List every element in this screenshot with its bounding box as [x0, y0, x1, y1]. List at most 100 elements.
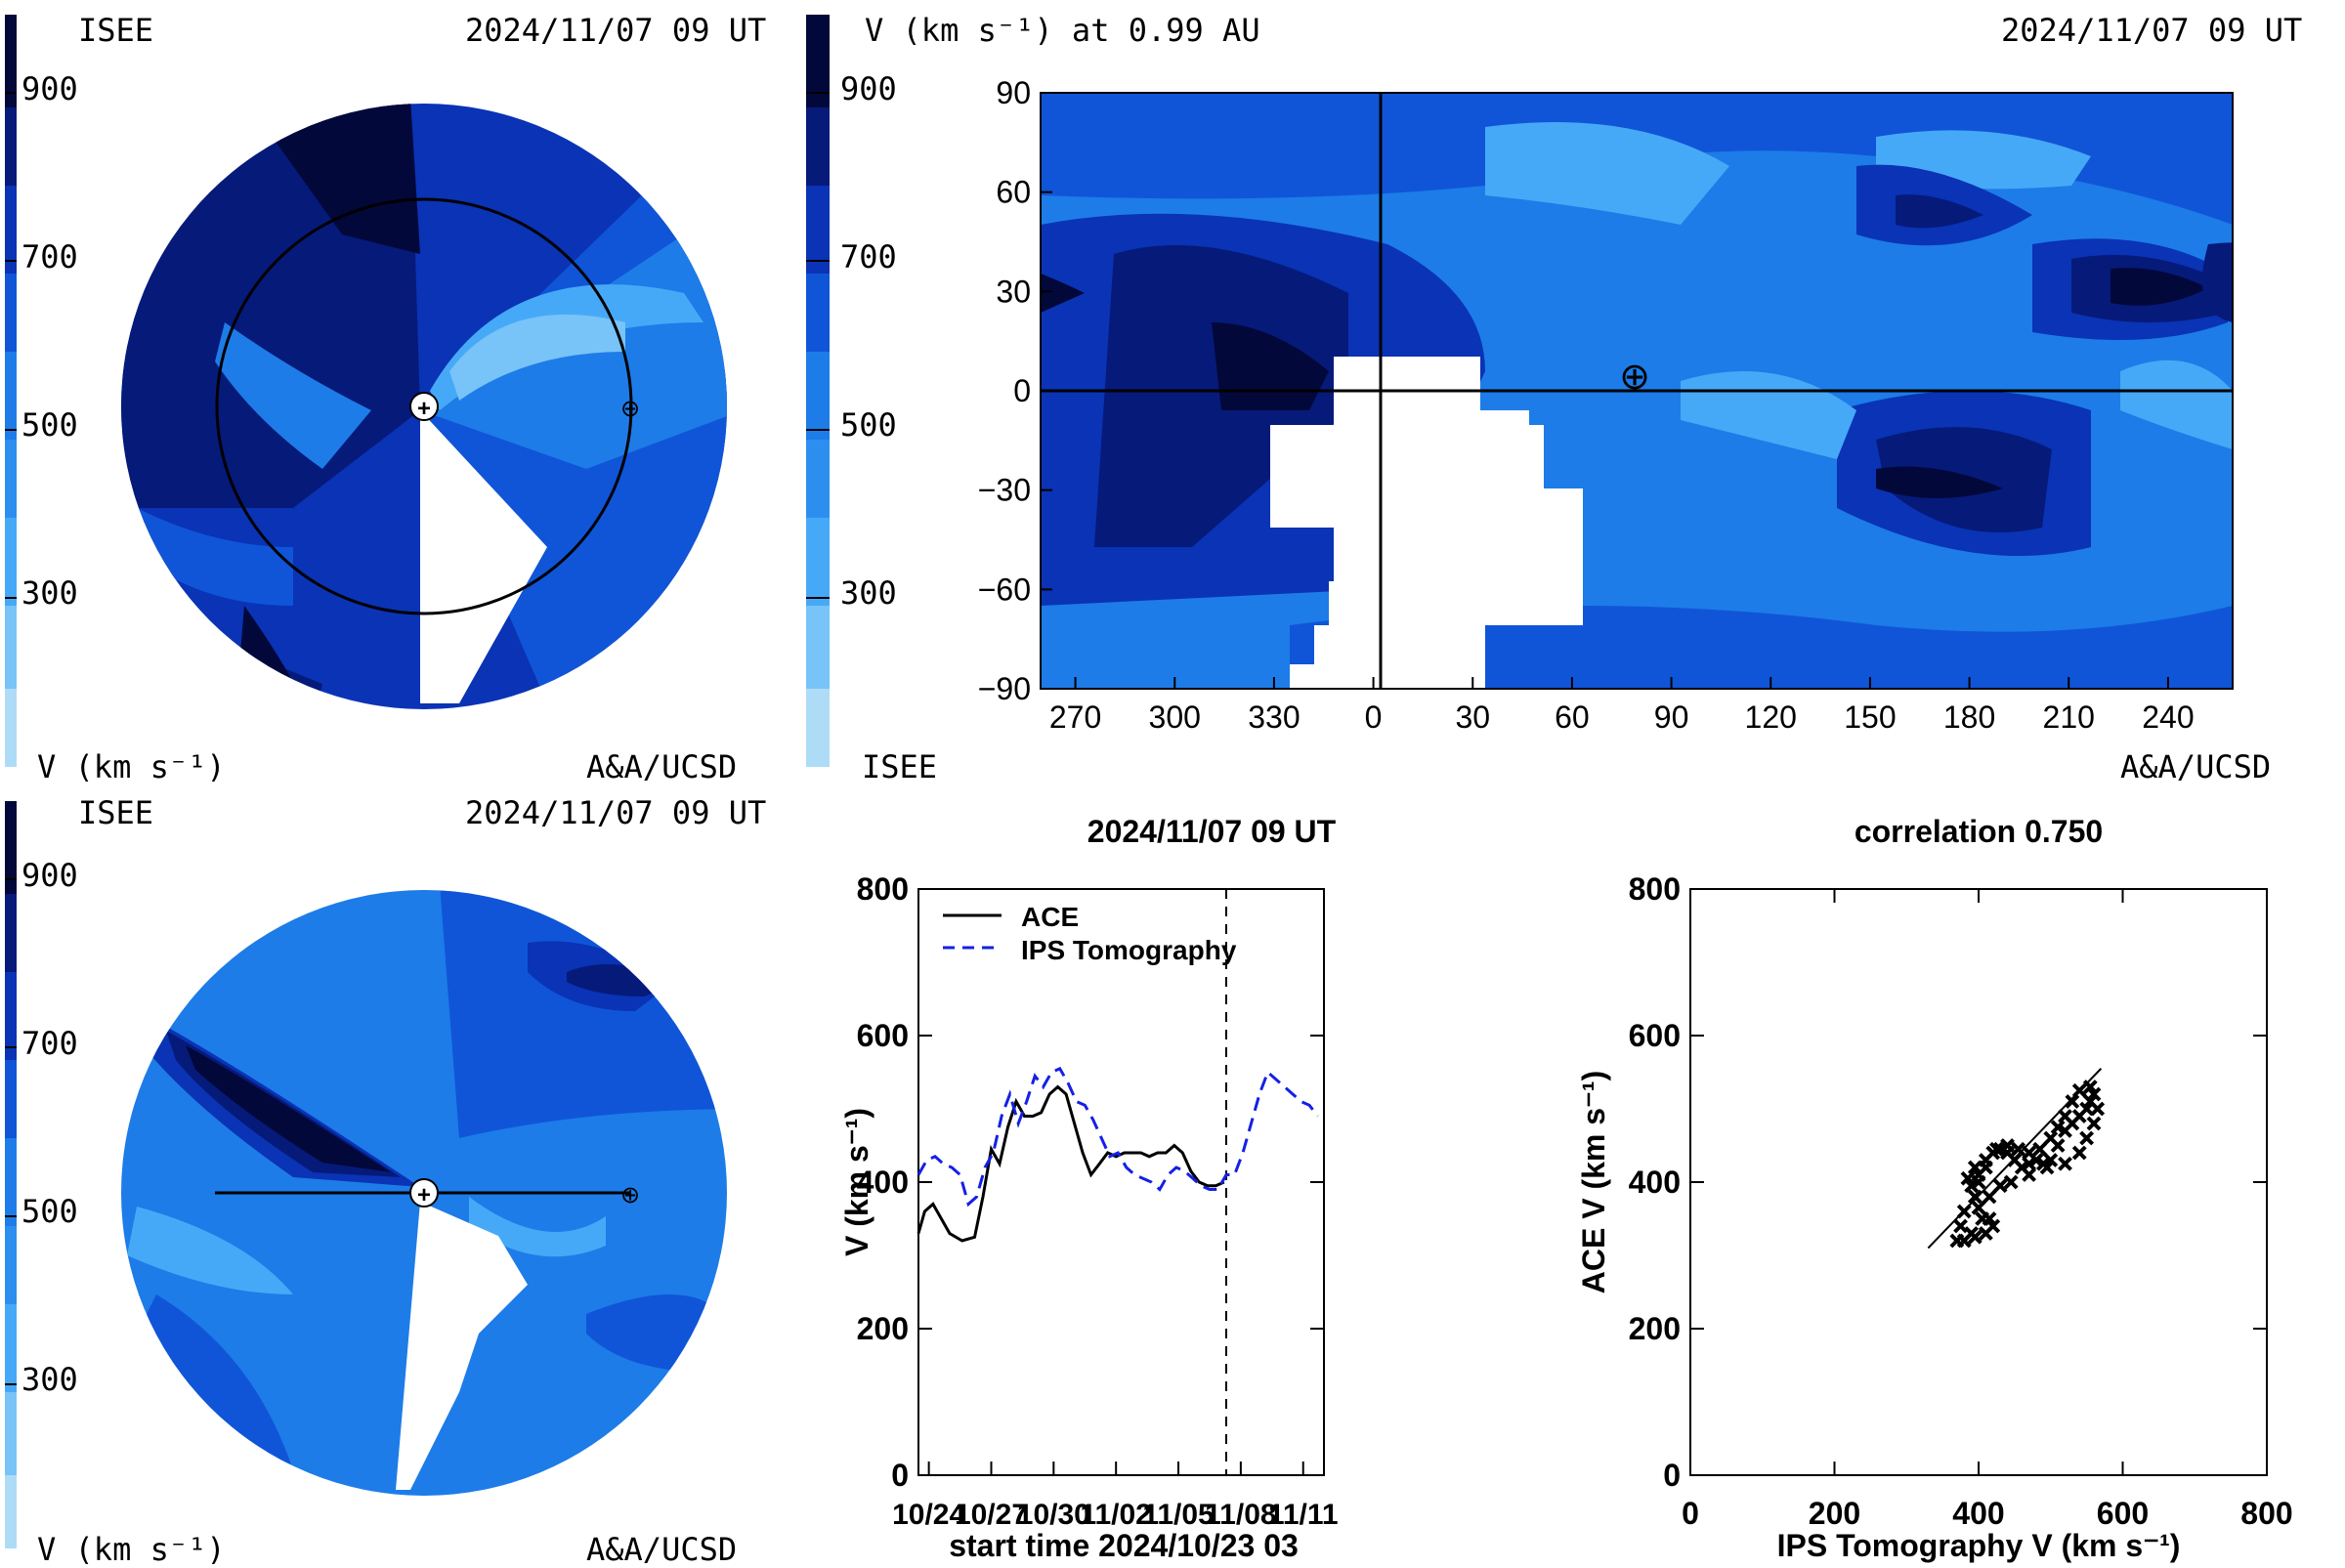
scatter-point: [1971, 1174, 1986, 1190]
credit-label: A&A/UCSD: [586, 748, 738, 785]
velocity-disk: [121, 104, 727, 709]
cbar-tick-700: 700: [21, 1025, 78, 1062]
x-tick-label: 0: [1365, 699, 1383, 735]
y-tick-label: 800: [1629, 871, 1681, 907]
earth-symbol: ⊕: [620, 1182, 640, 1208]
scatter-point: [1953, 1218, 1968, 1234]
colorbar: [5, 801, 17, 1548]
x-tick-label: 400: [1952, 1496, 2004, 1531]
scatter-point: [2050, 1120, 2066, 1135]
chart-title: correlation 0.750: [1855, 814, 2103, 849]
scatter-point: [1985, 1218, 2001, 1234]
scatter-point: [2065, 1094, 2080, 1109]
scatter-panel: correlation 0.750 0 200 400 600 800 0 200 400 60…: [1524, 801, 2345, 1563]
units-label: V (km s⁻¹): [37, 748, 226, 785]
y-tick-label: 600: [857, 1018, 909, 1053]
scatter-point: [2022, 1167, 2037, 1182]
x-tick-label: 210: [2043, 699, 2095, 735]
y-axis: 90 60 30 0 −30 −60 −90: [978, 75, 1052, 706]
cbar-tick-700: 700: [21, 238, 78, 275]
cbar-tick-700: 700: [840, 238, 897, 275]
x-tick-label: 10/30: [1017, 1499, 1090, 1531]
y-tick-label: 0: [1013, 373, 1031, 408]
x-tick-label: 300: [1149, 699, 1201, 735]
x-tick-label: 30: [1455, 699, 1490, 735]
synoptic-top-left-plot: + ⊕: [5, 15, 727, 767]
scatter-point: [2043, 1130, 2059, 1146]
x-tick-label: 180: [1943, 699, 1995, 735]
scatter-point: [2022, 1145, 2037, 1161]
scatter-point: [2039, 1160, 2055, 1175]
y-tick-label: 200: [857, 1311, 909, 1346]
x-tick-label: 120: [1745, 699, 1797, 735]
credit-label: A&A/UCSD: [2120, 748, 2272, 785]
scatter-point: [1989, 1141, 2004, 1157]
scatter-point: [1967, 1189, 1983, 1205]
scatter-point: [2071, 1145, 2087, 1161]
x-tick-label: 240: [2142, 699, 2194, 735]
cbar-tick-900: 900: [21, 857, 78, 894]
earth-orbit: [215, 197, 633, 615]
x-tick-label: 60: [1555, 699, 1590, 735]
x-tick-label: 11/02: [1080, 1499, 1151, 1531]
x-tick-label: 10/27: [955, 1499, 1028, 1531]
scatter-point: [1975, 1211, 1990, 1226]
x-tick-label: 0: [1682, 1496, 1699, 1531]
y-tick-label: 30: [996, 274, 1031, 309]
y-tick-label: −30: [978, 473, 1031, 508]
credit-label: A&A/UCSD: [586, 1531, 738, 1568]
x-axis-label: IPS Tomography V (km s⁻¹): [1777, 1528, 2181, 1563]
timestamp: 2024/11/07 09 UT: [465, 12, 767, 49]
y-tick-label: 400: [857, 1165, 909, 1200]
scatter-point: [2090, 1101, 2106, 1117]
synoptic-top-left: ISEE 2024/11/07 09 UT: [0, 0, 801, 785]
scatter-point: [1978, 1160, 1993, 1175]
y-tick-label: 400: [1629, 1165, 1681, 1200]
scatter-point: [2003, 1174, 2019, 1190]
x-axis-label: start time 2024/10/23 03: [949, 1528, 1299, 1563]
scatter-point: [2032, 1141, 2048, 1157]
scatter-point: [1992, 1141, 2008, 1157]
x-tick-label: 600: [2097, 1496, 2149, 1531]
sun-marker: [409, 392, 439, 421]
plot-frame: [917, 888, 1325, 1476]
x-tick-label: 800: [2240, 1496, 2292, 1531]
earth-symbol: ⊕: [1619, 357, 1650, 398]
scatter-point: [2086, 1086, 2102, 1102]
scatter-point: [2086, 1116, 2102, 1131]
earth-symbol: ⊕: [620, 396, 640, 422]
chart-title: 2024/11/07 09 UT: [1087, 814, 1337, 849]
scatter-point: [2079, 1101, 2095, 1117]
scatter-point: [1960, 1170, 1976, 1186]
series-ips-tomography: [917, 1066, 1319, 1208]
y-tick-label: −60: [978, 572, 1031, 607]
y-axis-label: V (km s⁻¹): [839, 1108, 874, 1256]
synoptic-bottom-left-plot: + ⊕: [5, 801, 727, 1548]
fit-line: [1927, 1068, 2103, 1250]
map-top-right: V (km s⁻¹) at 0.99 AU 2024/11/07 09 UT: [801, 0, 2345, 786]
y-tick-label: 200: [1629, 1311, 1681, 1346]
y-tick-label: 60: [996, 175, 1031, 210]
map-title: V (km s⁻¹) at 0.99 AU: [865, 12, 1260, 49]
isee-label: ISEE: [78, 794, 154, 831]
legend-ips: IPS Tomography: [1021, 935, 1237, 965]
x-axis: 270 300 330 0 30 60 90 120 150 180 210 240: [1049, 677, 2195, 735]
timestamp: 2024/11/07 09 UT: [465, 794, 767, 831]
cbar-tick-900: 900: [21, 70, 78, 107]
timeseries-chart: 2024/11/07 09 UT 0 200 400 600 800 10/2410/27…: [839, 814, 1339, 1563]
sun-symbol: +: [417, 1182, 431, 1208]
scatter-point: [1992, 1178, 2008, 1194]
cbar-tick-300: 300: [21, 1361, 78, 1398]
series-ace: [917, 1084, 1225, 1243]
scatter-point: [1964, 1226, 1980, 1241]
x-tick-label: 11/05: [1142, 1499, 1214, 1531]
legend: ACE IPS Tomography: [943, 902, 1237, 965]
legend-ace: ACE: [1021, 902, 1079, 932]
x-tick-label: 150: [1844, 699, 1896, 735]
scatter-point: [2022, 1156, 2037, 1171]
scatter-point: [2000, 1138, 2015, 1153]
scatter-point: [1982, 1189, 1997, 1205]
cbar-tick-500: 500: [21, 1193, 78, 1230]
cbar-tick-300: 300: [21, 574, 78, 612]
colorbar: [5, 15, 17, 767]
